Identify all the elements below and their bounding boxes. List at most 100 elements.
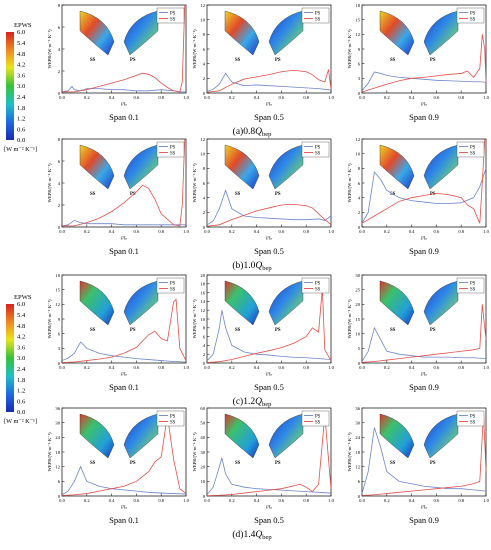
colorbar-tick-label: 0.6	[17, 126, 26, 133]
x-tick-label: 0.4	[409, 365, 415, 370]
x-tick-label: 0.6	[279, 365, 285, 370]
y-tick-label: 6	[58, 25, 61, 30]
y-tick-label: 0	[58, 361, 61, 366]
y-tick-label: 20	[355, 302, 360, 307]
blade-label-ss: SS	[390, 192, 396, 197]
x-tick-label: 0.2	[384, 95, 390, 100]
x-tick-label: 0.4	[254, 365, 260, 370]
y-tick-label: 18	[55, 450, 60, 455]
legend-label: SS	[170, 420, 176, 425]
legend-label: SS	[170, 151, 176, 156]
colorbar-gradient	[6, 304, 14, 412]
y-tick-label: 0	[203, 225, 206, 230]
legend-label: PS	[315, 11, 321, 16]
x-tick-label: 1.0	[183, 229, 189, 234]
y-tick-label: 5	[358, 346, 361, 351]
blade-label-ps: PS	[430, 328, 436, 333]
y-tick-label: 20	[200, 273, 205, 278]
y-tick-label: 10	[200, 317, 205, 322]
x-axis-label: l/lₛ	[266, 372, 272, 378]
colorbar-tick-label: 6.0	[17, 29, 26, 36]
x-tick-label: 0.2	[384, 498, 390, 503]
colorbar-tick-label: 5.4	[17, 312, 26, 319]
y-tick-label: 15	[355, 317, 360, 322]
legend-label: PS	[315, 414, 321, 419]
series-line-ss	[61, 415, 187, 496]
x-axis-label: l/lₛ	[421, 102, 427, 108]
y-tick-label: 4	[58, 47, 61, 52]
y-tick-label: 8	[58, 137, 61, 142]
blade-contour-inset: SS PS	[79, 413, 159, 466]
legend-box	[456, 141, 485, 158]
blade-label-ps: PS	[275, 461, 281, 466]
y-tick-label: 18	[200, 282, 205, 287]
series-line-ps	[361, 168, 487, 224]
series-line-ps	[61, 219, 186, 227]
x-tick-label: 0.0	[359, 95, 365, 100]
legend-box	[301, 410, 330, 427]
blade-pressure-contour	[423, 413, 459, 459]
legend-label: PS	[470, 281, 476, 286]
blade-label-ss: SS	[390, 58, 396, 63]
blade-pressure-contour	[423, 10, 459, 56]
y-tick-label: 9	[58, 317, 61, 322]
colorbar-tick-label: 5.4	[17, 40, 26, 47]
series-line-ps	[61, 341, 187, 363]
y-tick-label: 15	[55, 287, 60, 292]
chart-panel: 0 5 10 15 20 25 30 0.0 0.2 0.4 0.6 0.8 1.0 l/lₛ WEPR/(…	[347, 273, 490, 392]
x-tick-label: 0.4	[409, 229, 415, 234]
x-axis-label: l/lₛ	[421, 505, 427, 511]
y-tick-label: 4	[203, 61, 206, 66]
legend-label: PS	[470, 414, 476, 419]
y-tick-label: 0	[203, 361, 206, 366]
x-tick-label: 0.2	[229, 95, 235, 100]
blade-label-ss: SS	[235, 461, 241, 466]
caption-q: Q	[255, 530, 262, 540]
y-tick-label: 0	[358, 494, 361, 499]
caption-prefix: (d)1.4	[232, 529, 255, 540]
chart-panel: 0 2 4 6 8 0.0 0.2 0.4 0.6 0.8 1.0 l/lₛ WEPR/(W·m⁻²·K…	[47, 137, 190, 256]
colorbar-tick-label: 2.4	[17, 366, 26, 373]
blade-pressure-contour	[123, 144, 159, 190]
chart-title: Span 0.9	[409, 382, 439, 392]
y-tick-label: 20	[200, 464, 205, 469]
x-tick-label: 0.4	[109, 365, 115, 370]
x-tick-label: 0.6	[279, 95, 285, 100]
y-tick-label: 30	[200, 450, 205, 455]
y-tick-label: 24	[355, 435, 360, 440]
y-tick-label: 6	[358, 479, 361, 484]
x-tick-label: 0.6	[434, 95, 440, 100]
x-tick-label: 0.6	[134, 95, 140, 100]
legend-label: SS	[470, 287, 476, 292]
legend-box	[156, 277, 185, 294]
blade-label-ss: SS	[90, 328, 96, 333]
x-tick-label: 0.4	[109, 229, 115, 234]
blade-suction-contour	[379, 280, 415, 326]
x-tick-label: 0.0	[359, 229, 365, 234]
series-line-ps	[361, 71, 487, 91]
chart-panel: 0 2 4 6 8 0.0 0.2 0.4 0.6 0.8 1.0 l/lₛ WEPR/(W·m⁻²·K…	[47, 3, 190, 122]
chart-panel: 0 3 6 9 12 15 18 0.0 0.2 0.4 0.6 0.8 1.0 l/lₛ WEPR/(W·…	[47, 273, 190, 392]
blade-suction-contour	[224, 144, 260, 190]
x-tick-label: 0.4	[409, 95, 415, 100]
legend-label: PS	[170, 414, 176, 419]
colorbar-tick-label: 3.6	[17, 72, 26, 79]
y-tick-label: 4	[58, 181, 61, 186]
colorbar-tick-label: 4.8	[17, 51, 26, 58]
x-tick-label: 0.8	[458, 95, 464, 100]
blade-contour-inset: SS PS	[224, 280, 304, 333]
x-tick-label: 0.4	[409, 498, 415, 503]
legend-label: SS	[315, 17, 321, 22]
blade-contour-inset: SS PS	[379, 144, 459, 197]
x-tick-label: 0.4	[254, 95, 260, 100]
y-tick-label: 8	[203, 326, 206, 331]
caption-prefix: (a)0.8	[233, 126, 256, 137]
blade-label-ps: PS	[275, 328, 281, 333]
colorbar-tick-label: 4.2	[17, 334, 25, 341]
series-line-ss	[62, 138, 186, 227]
series-line-ss	[61, 298, 187, 363]
chart-title: Span 0.5	[254, 382, 284, 392]
